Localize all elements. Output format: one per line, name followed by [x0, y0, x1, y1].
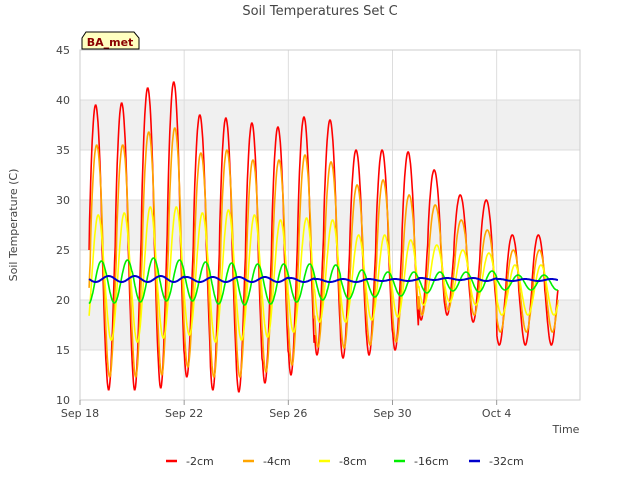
x-tick-label: Oct 4 — [482, 407, 512, 420]
y-tick-label: 20 — [56, 294, 70, 307]
background-band — [80, 100, 580, 150]
y-tick-label: 45 — [56, 44, 70, 57]
legend: -2cm -4cm -8cm -16cm -32cm — [166, 455, 524, 468]
y-tick-label: 40 — [56, 94, 70, 107]
y-axis-ticks: 10 15 20 25 30 35 40 45 — [56, 44, 70, 407]
x-tick-label: Sep 30 — [373, 407, 411, 420]
x-tick-label: Sep 22 — [165, 407, 203, 420]
y-tick-label: 25 — [56, 244, 70, 257]
legend-label: -4cm — [263, 455, 291, 468]
annotation-badge: BA_met — [81, 31, 140, 50]
x-tick-label: Sep 26 — [269, 407, 307, 420]
x-axis-label: Time — [552, 423, 580, 436]
x-tick-label: Sep 18 — [61, 407, 99, 420]
series-line--16cm — [88, 257, 559, 306]
series-lines — [88, 81, 559, 393]
legend-label: -2cm — [186, 455, 214, 468]
y-tick-label: 15 — [56, 344, 70, 357]
y-tick-label: 35 — [56, 144, 70, 157]
y-tick-label: 10 — [56, 394, 70, 407]
legend-label: -32cm — [489, 455, 524, 468]
legend-label: -8cm — [339, 455, 367, 468]
series-line--8cm — [88, 206, 559, 343]
y-tick-label: 30 — [56, 194, 70, 207]
chart-title: Soil Temperatures Set C — [242, 4, 397, 19]
annotation-label: BA_met — [87, 36, 134, 49]
x-axis-ticks: Sep 18 Sep 22 Sep 26 Sep 30 Oct 4 — [61, 400, 512, 420]
series-line--2cm — [88, 81, 559, 393]
y-axis-label: Soil Temperature (C) — [7, 169, 20, 282]
legend-label: -16cm — [414, 455, 449, 468]
plot-area — [79, 49, 581, 401]
series-line--32cm — [88, 275, 559, 283]
